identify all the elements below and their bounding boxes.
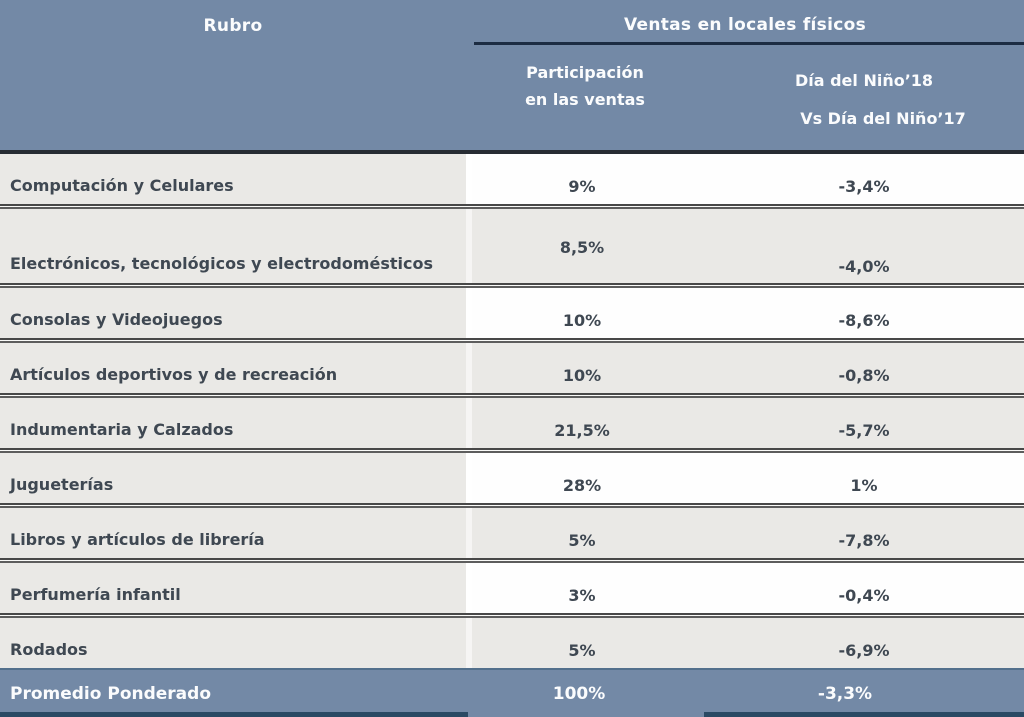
rubro-cell: Computación y Celulares (0, 154, 466, 204)
header-group-title: Ventas en locales físicos (623, 15, 867, 35)
variacion-cell: -0,8% (704, 343, 1024, 393)
participacion-cell: 28% (466, 453, 704, 503)
row-separator (0, 558, 1024, 563)
variacion-value: 1% (850, 476, 878, 495)
variacion-cell: -6,9% (704, 618, 1024, 668)
row-separator (0, 503, 1024, 508)
rubro-cell: Jugueterías (0, 453, 466, 503)
participacion-value: 10% (562, 311, 602, 330)
table-row: Artículos deportivos y de recreación 10%… (0, 343, 1024, 393)
rubro-label: Artículos deportivos y de recreación (10, 365, 338, 384)
header-participacion-cell: Participación en las ventas (466, 45, 704, 150)
footer-rubro-label: Promedio Ponderado (10, 683, 212, 704)
participacion-cell: 21,5% (466, 398, 704, 448)
row-separator (0, 448, 1024, 453)
rubro-label: Computación y Celulares (10, 176, 234, 195)
participacion-value: 8,5% (559, 238, 605, 257)
participacion-cell: 5% (466, 508, 704, 558)
row-separator (0, 283, 1024, 288)
participacion-cell: 9% (466, 154, 704, 204)
header-participacion-line2: en las ventas (525, 90, 645, 109)
header-dia18-label: Día del Niño’18 (794, 71, 934, 90)
header-right-group: Ventas en locales físicos Participación … (466, 0, 1024, 150)
table-row: Rodados 5% -6,9% (0, 618, 1024, 668)
row-separator (0, 338, 1024, 343)
table-row: Consolas y Videojuegos 10% -8,6% (0, 288, 1024, 338)
variacion-value: -6,9% (838, 641, 890, 660)
footer-variacion-cell: -3,3% (704, 684, 1024, 704)
footer-participacion-cell: 100% (466, 684, 704, 704)
participacion-cell: 8,5% (466, 209, 704, 283)
variacion-cell: -4,0% (704, 209, 1024, 283)
footer-row: Promedio Ponderado 100% -3,3% (0, 668, 1024, 717)
participacion-value: 3% (568, 586, 596, 605)
rubro-cell: Consolas y Videojuegos (0, 288, 466, 338)
participacion-cell: 3% (466, 563, 704, 613)
rubro-cell: Libros y artículos de librería (0, 508, 466, 558)
variacion-value: -0,4% (838, 586, 890, 605)
rubro-label: Electrónicos, tecnológicos y electrodomé… (10, 254, 433, 273)
rubro-label: Rodados (10, 640, 88, 659)
variacion-cell: -0,4% (704, 563, 1024, 613)
participacion-value: 9% (568, 177, 596, 196)
row-separator (0, 204, 1024, 209)
participacion-cell: 10% (466, 288, 704, 338)
header-group-underline (474, 42, 1024, 45)
variacion-cell: -3,4% (704, 154, 1024, 204)
header-participacion-line1: Participación (526, 63, 644, 82)
table-row: Libros y artículos de librería 5% -7,8% (0, 508, 1024, 558)
variacion-cell: -8,6% (704, 288, 1024, 338)
row-separator (0, 613, 1024, 618)
participacion-cell: 5% (466, 618, 704, 668)
variacion-value: -4,0% (838, 257, 890, 276)
participacion-value: 10% (562, 366, 602, 385)
participacion-value: 28% (562, 476, 602, 495)
rubro-label: Perfumería infantil (10, 585, 181, 604)
table-row: Jugueterías 28% 1% (0, 453, 1024, 503)
participacion-cell: 10% (466, 343, 704, 393)
rubro-label: Consolas y Videojuegos (10, 310, 223, 329)
rubro-cell: Artículos deportivos y de recreación (0, 343, 466, 393)
variacion-value: -8,6% (838, 311, 890, 330)
footer-underline-left (0, 712, 468, 717)
rubro-cell: Perfumería infantil (0, 563, 466, 613)
row-separator (0, 393, 1024, 398)
table-header: Rubro Ventas en locales físicos Particip… (0, 0, 1024, 154)
header-vs-dia17-label: Vs Día del Niño’17 (800, 109, 966, 128)
variacion-value: -7,8% (838, 531, 890, 550)
rubro-cell: Rodados (0, 618, 466, 668)
rubro-cell: Indumentaria y Calzados (0, 398, 466, 448)
table-row: Electrónicos, tecnológicos y electrodomé… (0, 209, 1024, 283)
variacion-value: -5,7% (838, 421, 890, 440)
header-subcolumns: Participación en las ventas Día del Niño… (466, 45, 1024, 150)
footer-rubro-cell: Promedio Ponderado (0, 684, 466, 704)
variacion-cell: -5,7% (704, 398, 1024, 448)
table-row: Computación y Celulares 9% -3,4% (0, 154, 1024, 204)
variacion-value: -0,8% (838, 366, 890, 385)
rubro-cell: Electrónicos, tecnológicos y electrodomé… (0, 209, 466, 283)
table-row: Indumentaria y Calzados 21,5% -5,7% (0, 398, 1024, 448)
footer-variacion-value: -3,3% (817, 683, 873, 704)
footer-underline-right (704, 712, 1024, 717)
header-rubro-cell: Rubro (0, 0, 466, 150)
participacion-value: 5% (568, 531, 596, 550)
header-rubro-label: Rubro (203, 16, 263, 36)
participacion-value: 5% (568, 641, 596, 660)
variacion-cell: 1% (704, 453, 1024, 503)
rubro-label: Libros y artículos de librería (10, 530, 265, 549)
variacion-value: -3,4% (838, 177, 890, 196)
footer-participacion-value: 100% (552, 683, 606, 704)
rubro-label: Jugueterías (10, 475, 114, 494)
header-dia-del-nino-cell: Día del Niño’18 Vs Día del Niño’17 (704, 45, 1024, 150)
table-row: Perfumería infantil 3% -0,4% (0, 563, 1024, 613)
rubro-label: Indumentaria y Calzados (10, 420, 234, 439)
participacion-value: 21,5% (554, 421, 610, 440)
variacion-cell: -7,8% (704, 508, 1024, 558)
